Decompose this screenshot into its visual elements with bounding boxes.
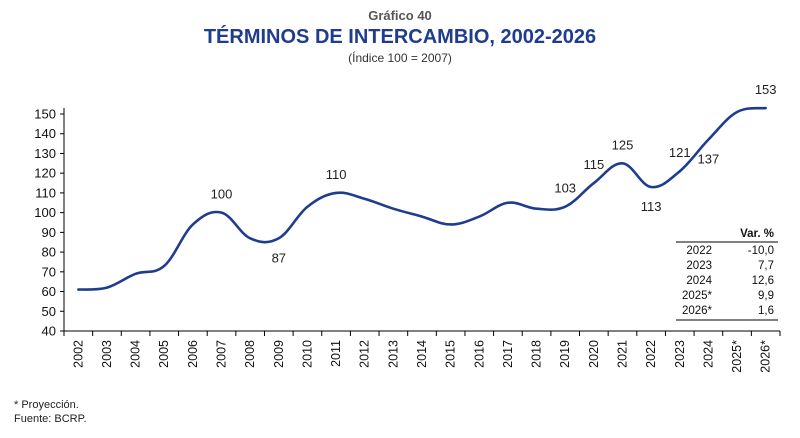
x-tick-label: 2008 — [243, 340, 257, 368]
x-tick-label: 2017 — [501, 340, 515, 368]
table-header: Var. % — [740, 228, 774, 240]
y-tick-label: 130 — [34, 146, 56, 161]
y-tick-label: 80 — [42, 245, 56, 260]
data-label: 115 — [583, 157, 604, 172]
footnotes: * Proyección. Fuente: BCRP. — [14, 398, 87, 426]
data-label: 121 — [669, 145, 691, 160]
x-tick-label: 2024 — [701, 340, 715, 368]
table-value: -10,0 — [748, 245, 774, 257]
table-value: 7,7 — [758, 260, 774, 272]
x-tick-label: 2003 — [100, 340, 114, 368]
x-tick-label: 2019 — [558, 340, 572, 368]
y-tick-label: 150 — [34, 107, 56, 122]
y-tick-label: 100 — [34, 205, 56, 220]
y-tick-label: 70 — [42, 264, 56, 279]
chart-title: TÉRMINOS DE INTERCAMBIO, 2002-2026 — [203, 26, 597, 48]
table-year: 2023 — [686, 260, 712, 272]
data-label: 100 — [211, 187, 233, 202]
y-tick-label: 90 — [42, 225, 56, 240]
data-label: 87 — [272, 250, 286, 265]
y-tick-label: 140 — [34, 126, 56, 141]
x-tick-label: 2010 — [300, 340, 314, 368]
table-year: 2025* — [682, 290, 713, 302]
table-value: 1,6 — [758, 305, 774, 317]
table-value: 12,6 — [752, 275, 774, 287]
x-tick-label: 2025* — [730, 340, 744, 373]
data-label: 125 — [612, 137, 634, 152]
chart-supertitle: Gráfico 40 — [368, 8, 432, 23]
x-tick-label: 2022 — [644, 340, 658, 368]
data-label: 113 — [641, 199, 662, 214]
x-tick-label: 2015 — [444, 340, 458, 368]
y-tick-label: 50 — [42, 304, 56, 319]
series-line — [77, 106, 767, 291]
y-tick-label: 120 — [34, 166, 56, 181]
data-label: 153 — [755, 82, 777, 97]
x-tick-label: 2016 — [472, 340, 486, 368]
table-value: 9,9 — [758, 290, 774, 302]
source-note: Fuente: BCRP. — [14, 413, 87, 425]
y-tick-label: 110 — [35, 185, 56, 200]
data-label: 137 — [698, 152, 720, 167]
projection-note: * Proyección. — [14, 399, 79, 411]
chart-subtitle: (Índice 100 = 2007) — [348, 51, 452, 65]
x-tick-label: 2006 — [186, 340, 200, 368]
x-tick-label: 2005 — [157, 340, 171, 368]
x-tick-label: 2002 — [71, 340, 85, 368]
x-tick-label: 2018 — [530, 340, 544, 368]
table-year: 2024 — [686, 275, 712, 287]
x-tick-label: 2023 — [673, 340, 687, 368]
table-year: 2026* — [682, 305, 713, 317]
x-tick-label: 2004 — [129, 340, 143, 368]
x-tick-label: 2020 — [587, 340, 601, 368]
x-tick-label: 2009 — [272, 340, 286, 368]
x-tick-label: 2007 — [215, 340, 229, 368]
y-tick-label: 40 — [42, 324, 56, 339]
data-label: 110 — [326, 167, 347, 182]
x-tick-label: 2014 — [415, 340, 429, 368]
y-tick-label: 60 — [42, 284, 56, 299]
data-label: 103 — [554, 181, 576, 196]
x-tick-label: 2026* — [759, 340, 773, 373]
table-year: 2022 — [686, 245, 712, 257]
x-tick-label: 2012 — [358, 340, 372, 368]
x-tick-label: 2011 — [329, 340, 343, 367]
x-tick-label: 2013 — [386, 340, 400, 368]
x-tick-label: 2021 — [615, 340, 629, 368]
